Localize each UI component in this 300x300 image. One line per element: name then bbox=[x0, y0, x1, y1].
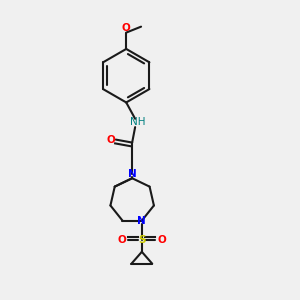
Text: S: S bbox=[138, 235, 146, 245]
Text: O: O bbox=[122, 23, 130, 33]
Text: NH: NH bbox=[130, 117, 146, 127]
Text: O: O bbox=[106, 135, 115, 145]
Text: N: N bbox=[137, 216, 146, 226]
Text: O: O bbox=[118, 235, 126, 245]
Text: O: O bbox=[158, 235, 166, 245]
Text: N: N bbox=[128, 169, 136, 179]
